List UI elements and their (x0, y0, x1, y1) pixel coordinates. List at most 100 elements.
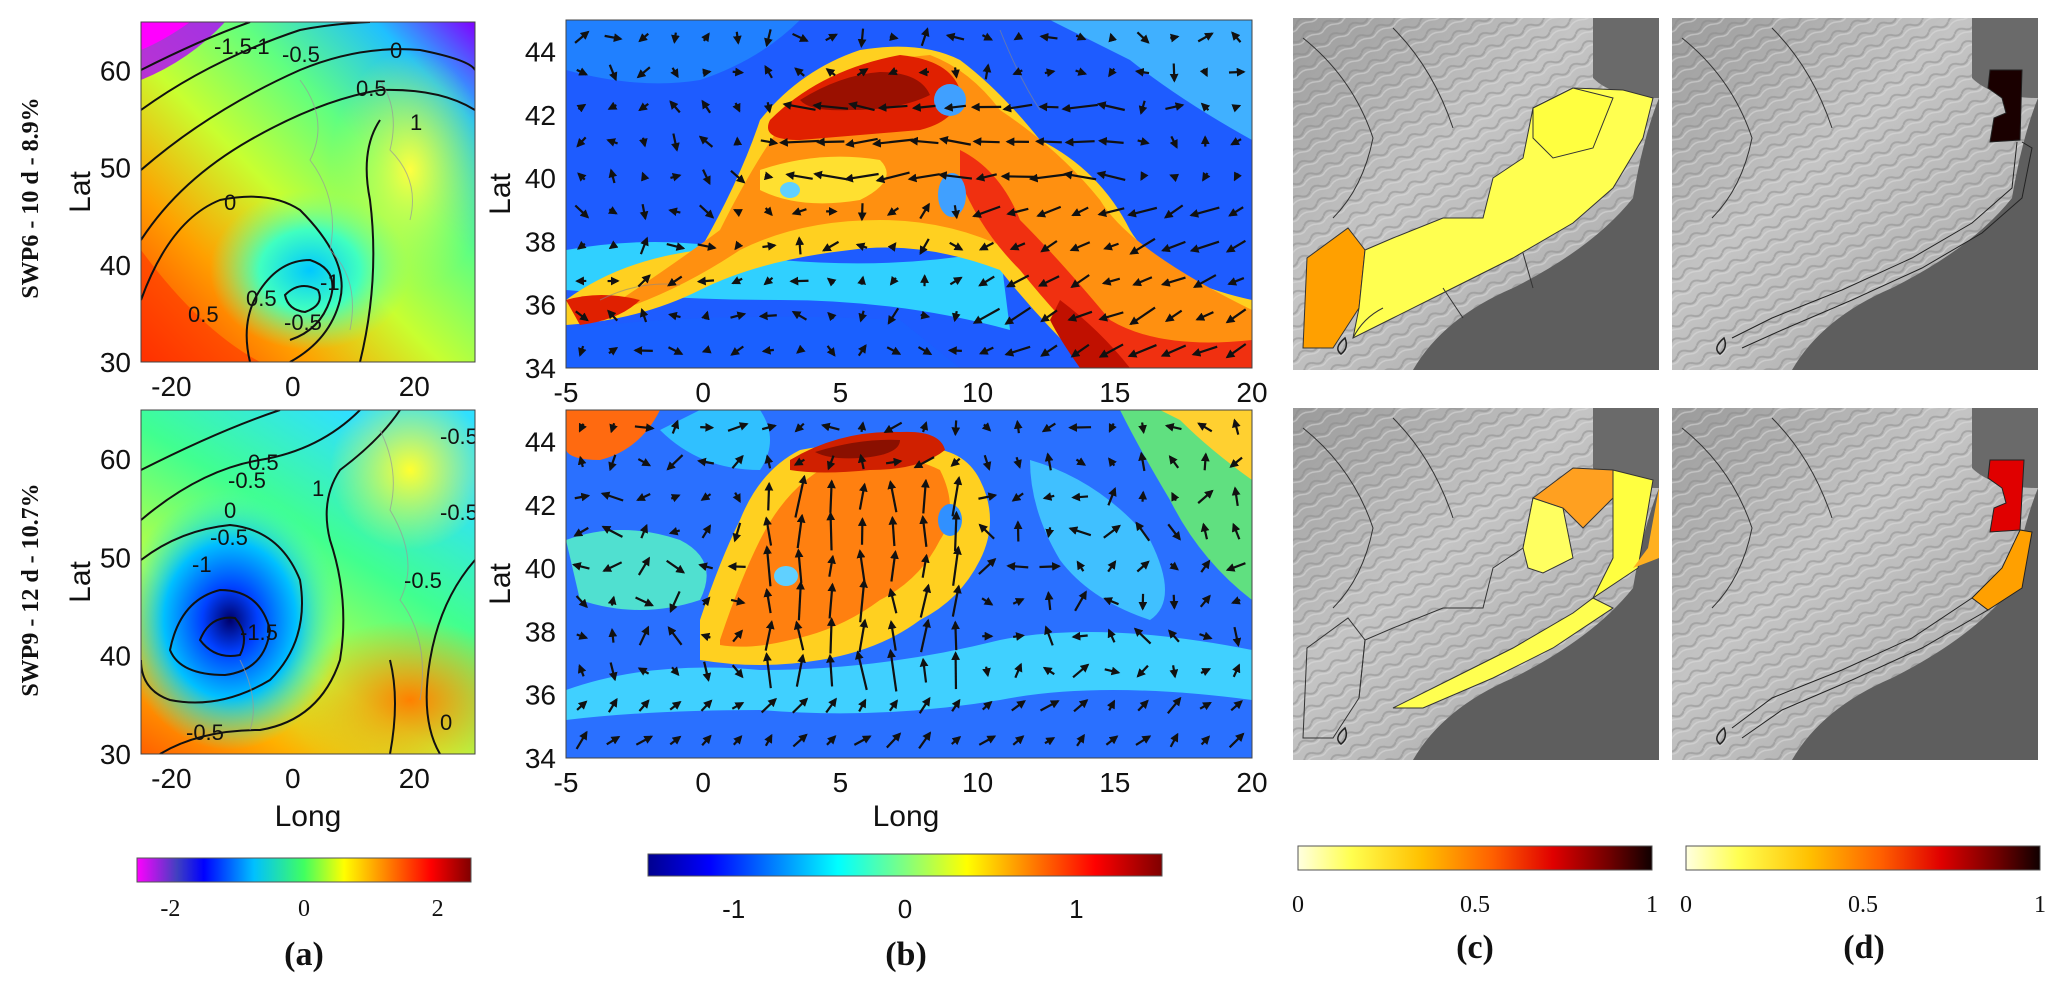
wind-vector (641, 171, 650, 182)
wind-vector (1107, 560, 1117, 573)
wind-vector (872, 138, 914, 148)
wind-vector (1076, 733, 1085, 747)
wind-vector (886, 207, 900, 216)
wind-vector (608, 347, 619, 356)
wind-vector (1164, 422, 1182, 432)
wind-vector (1013, 31, 1024, 41)
wind-vector (1195, 311, 1214, 321)
wind-vector (796, 344, 806, 354)
contour-label: -1.5 (214, 34, 252, 59)
x-tick-label: 15 (1099, 377, 1130, 408)
contour-label: -1 (250, 34, 270, 59)
wind-vector (918, 67, 930, 77)
wind-vector (1200, 735, 1211, 746)
colorbar-tick-label: 0 (298, 896, 310, 922)
wind-vector (1169, 732, 1179, 748)
wind-vector (1044, 737, 1056, 746)
wind-vector (1232, 626, 1242, 647)
wind-vector (937, 171, 973, 180)
wind-vector (667, 626, 683, 646)
wind-vector (951, 584, 962, 617)
wind-vector (815, 137, 845, 147)
wind-vector (633, 346, 653, 355)
wind-vector (978, 523, 995, 540)
wind-vector (1103, 242, 1119, 251)
wind-vector (1073, 699, 1089, 713)
wind-vector (671, 133, 680, 152)
wind-vector (607, 309, 619, 322)
wind-vector (701, 99, 712, 114)
wind-vector (855, 650, 868, 691)
x-tick-label: 10 (962, 767, 993, 798)
wind-vector (972, 307, 1001, 324)
wind-vector (730, 170, 746, 184)
wind-vector (574, 30, 590, 44)
wind-vector (888, 515, 898, 547)
wind-vector (733, 208, 743, 218)
wind-vector (1169, 63, 1179, 83)
wind-vector (982, 700, 993, 711)
wind-vector (1041, 422, 1056, 433)
wind-vector (1171, 491, 1180, 502)
panel-b-bottom-field (566, 410, 1252, 758)
y-tick-label: 50 (100, 153, 131, 184)
wind-vector (890, 549, 899, 582)
y-tick-label: 50 (100, 542, 131, 573)
wind-vector (1228, 206, 1244, 217)
wind-vector (951, 698, 961, 712)
wind-vector (1098, 343, 1124, 358)
wind-vector (1136, 31, 1150, 44)
wind-vector (1168, 629, 1180, 643)
wind-vector (1138, 451, 1147, 472)
colorbar-tick-label: 0 (1680, 892, 1692, 918)
wind-vector (666, 559, 686, 574)
wind-vector (857, 344, 867, 357)
y-tick-label: 60 (100, 444, 131, 475)
wind-vector (1127, 344, 1157, 358)
wind-vector (972, 205, 1001, 218)
x-tick-label: 20 (1236, 377, 1267, 408)
x-tick-label: -5 (554, 377, 579, 408)
wind-vector (1044, 591, 1054, 611)
wind-vector (577, 172, 587, 182)
wind-vector (667, 346, 684, 355)
colorbar-tick-label: 0 (898, 894, 912, 924)
panel-a-bottom-field: -0.5 -0.5 -0.5 0 -0.5 -1 -1.5 0.5 1 -0.5… (141, 410, 475, 754)
wind-vector (1169, 33, 1180, 43)
colorbar-tick-label: 1 (1646, 892, 1658, 918)
wind-vector (669, 100, 681, 114)
wind-vector (763, 206, 773, 217)
wind-vector (734, 240, 744, 251)
wind-vector (732, 735, 743, 746)
wind-vector (792, 32, 809, 42)
wind-vector (600, 491, 624, 502)
wind-vector (732, 522, 742, 543)
panel-a-bottom-frame (140, 409, 476, 755)
wind-vector (1231, 522, 1241, 540)
wind-vector (951, 205, 961, 220)
wind-vector (886, 346, 902, 355)
wind-vector (635, 596, 654, 607)
wind-vector (1169, 594, 1179, 610)
wind-vector (1013, 419, 1023, 434)
wind-vector (1231, 31, 1242, 43)
wind-vector (1000, 172, 1034, 181)
wind-vector (918, 696, 931, 714)
wind-vector (1044, 68, 1056, 77)
wind-vector (608, 454, 617, 472)
x-tick-label: 0 (695, 767, 711, 798)
wind-vector (760, 697, 777, 714)
wind-vector (785, 171, 813, 180)
y-tick-label: 40 (100, 250, 131, 281)
contour-label: -0.5 (284, 310, 322, 335)
wind-vector (1227, 277, 1245, 286)
wind-vector (1108, 67, 1117, 78)
x-tick-label: 0 (695, 377, 711, 408)
wind-vector (730, 596, 746, 606)
contour-label: 0 (224, 498, 236, 523)
wind-vector (848, 101, 875, 112)
wind-vector (945, 32, 965, 42)
wind-vector (782, 101, 816, 111)
wind-vector (1070, 343, 1090, 358)
wind-vector (732, 67, 745, 77)
